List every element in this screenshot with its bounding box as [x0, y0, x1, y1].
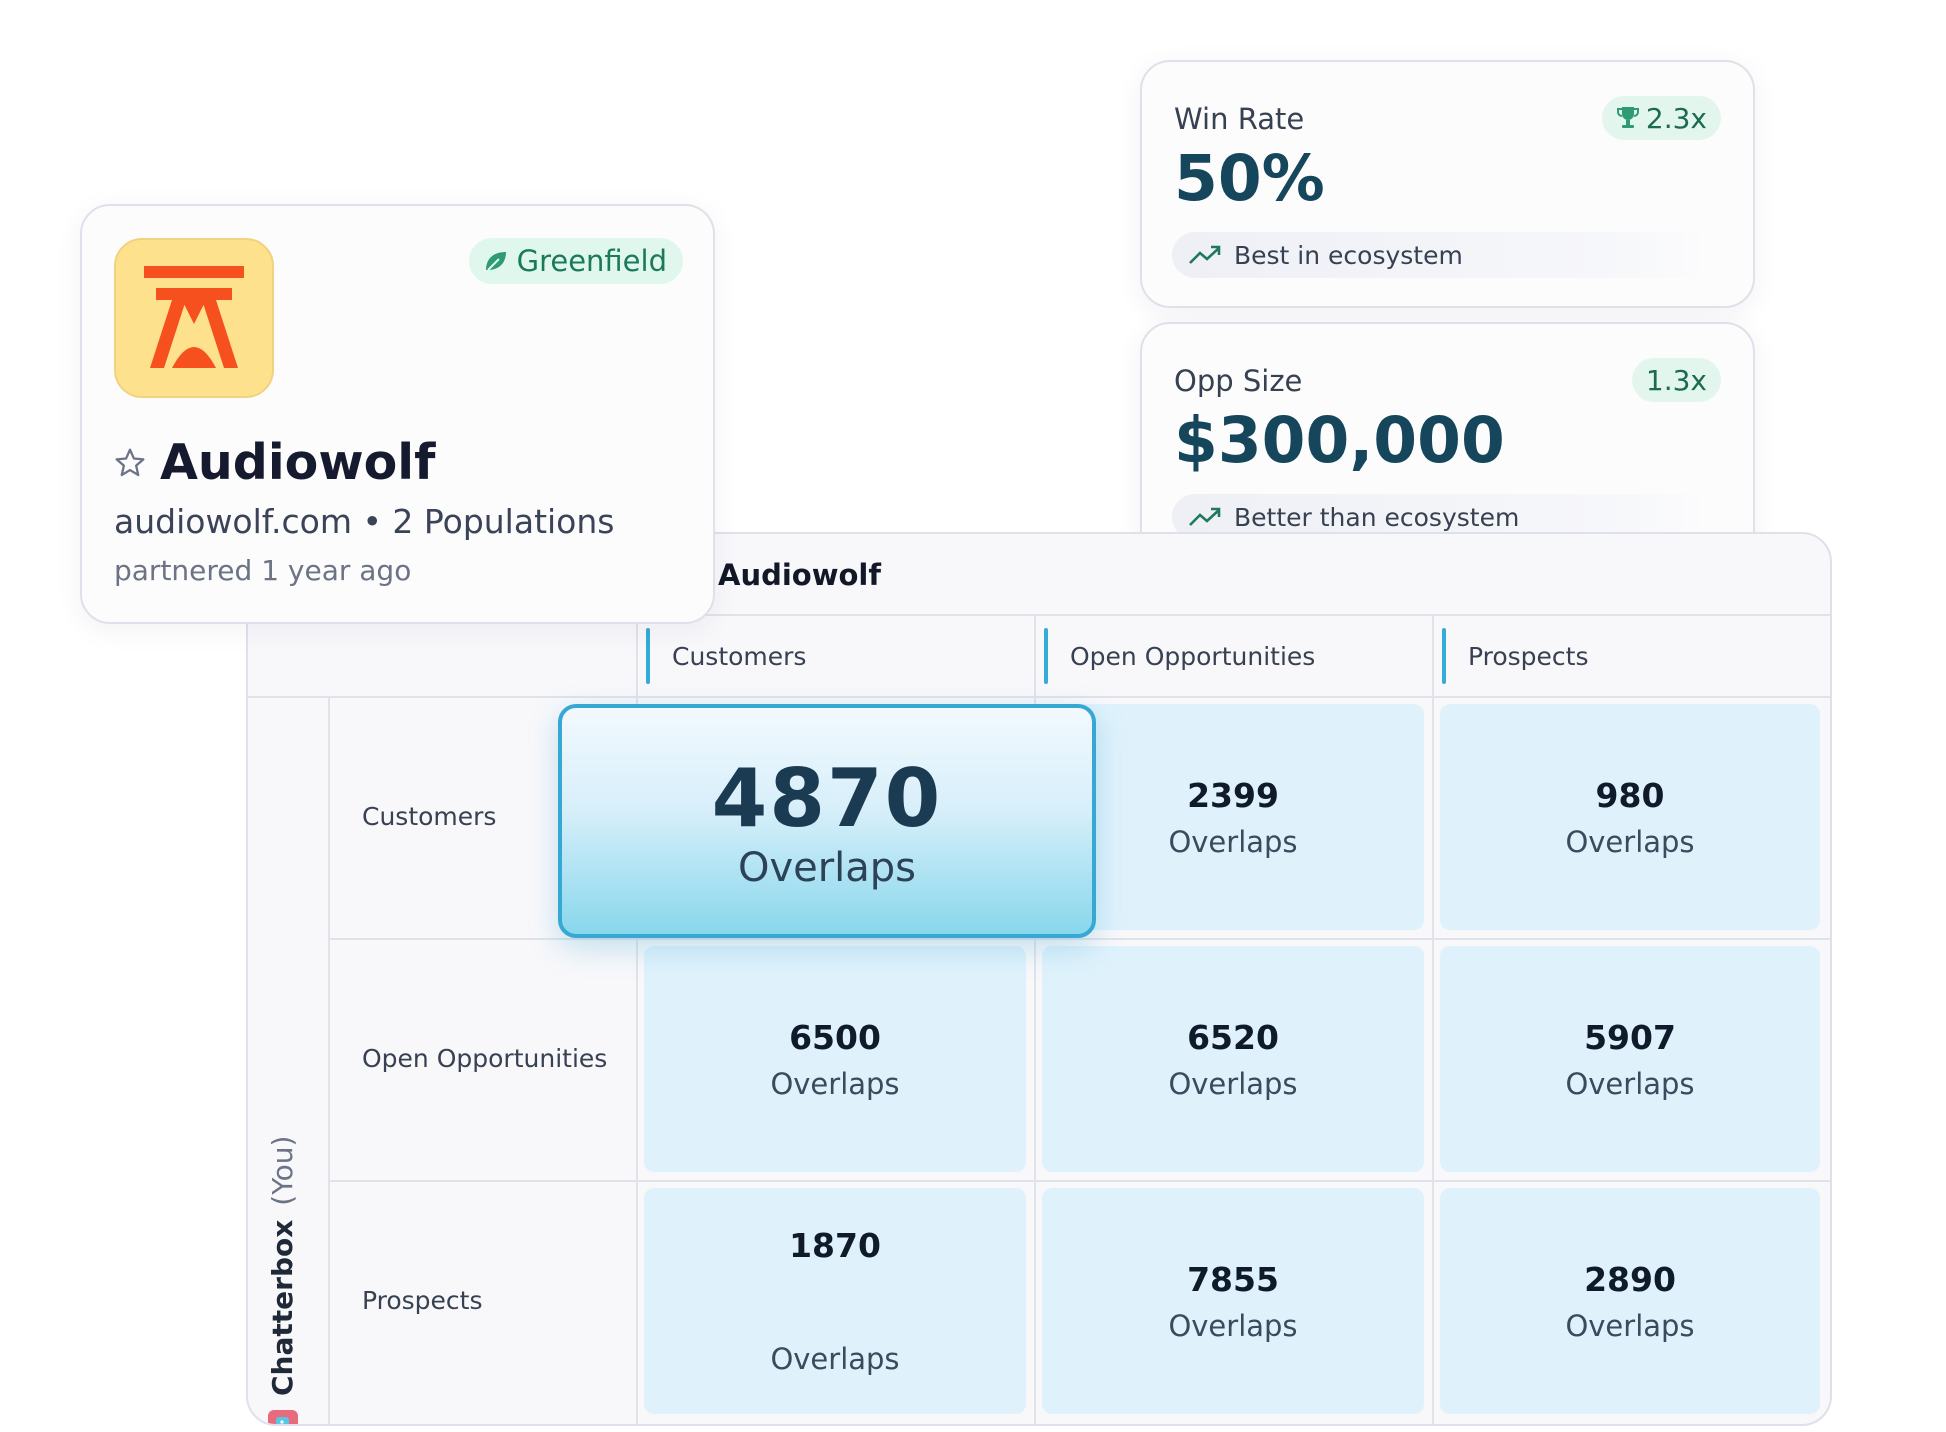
- company-title-row: Audiowolf: [114, 434, 435, 491]
- trend-up-icon: [1189, 507, 1221, 526]
- partner-company-card[interactable]: Greenfield Audiowolf audiowolf.com • 2 P…: [80, 204, 715, 624]
- overlap-matrix: Audiowolf Customers Open Opportunities P…: [246, 532, 1832, 1426]
- metric-value: $300,000: [1174, 404, 1505, 477]
- win-rate-card: Win Rate 2.3x 50% Best in ecosystem: [1140, 60, 1755, 308]
- column-header-prospects[interactable]: Prospects: [1442, 628, 1589, 684]
- overlap-cell-prospects-open-opportunities[interactable]: 7855 Overlaps: [1042, 1188, 1424, 1414]
- row-header-prospects: Prospects: [362, 1286, 483, 1315]
- metric-value: 50%: [1174, 142, 1325, 215]
- overlap-cell-customers-customers[interactable]: 4870 Overlaps: [558, 704, 1096, 938]
- overlap-cell-open-opportunities-prospects[interactable]: 5907 Overlaps: [1440, 946, 1820, 1172]
- tag-label: Greenfield: [516, 244, 667, 278]
- your-company-name: Chatterbox: [266, 1219, 299, 1396]
- overlap-cell-customers-open-opportunities[interactable]: 2399 Overlaps: [1042, 704, 1424, 930]
- star-icon[interactable]: [114, 447, 146, 479]
- you-tag: (You): [266, 1135, 299, 1206]
- badge-value: 2.3x: [1645, 101, 1707, 135]
- column-header-customers[interactable]: Customers: [646, 628, 806, 684]
- partner-title: Audiowolf: [718, 558, 881, 592]
- overlap-cell-customers-prospects[interactable]: 980 Overlaps: [1440, 704, 1820, 930]
- overlap-cell-open-opportunities-open-opportunities[interactable]: 6520 Overlaps: [1042, 946, 1424, 1172]
- metric-label: Opp Size: [1174, 364, 1303, 398]
- trend-up-icon: [1189, 245, 1221, 264]
- company-name: Audiowolf: [160, 434, 436, 491]
- trophy-icon: [1616, 107, 1639, 128]
- metric-note-text: Best in ecosystem: [1234, 240, 1463, 270]
- row-header-open-opportunities: Open Opportunities: [362, 1044, 608, 1073]
- metric-note: Best in ecosystem: [1172, 232, 1713, 278]
- audiowolf-logo-icon: [144, 266, 244, 368]
- metric-badge: 2.3x: [1601, 96, 1721, 140]
- chatterbox-logo-icon: [267, 1410, 298, 1424]
- leaf-icon: [485, 252, 506, 271]
- row-header-customers: Customers: [362, 802, 497, 831]
- your-company-label: Chatterbox (You): [266, 1135, 299, 1424]
- column-header-open-opportunities[interactable]: Open Opportunities: [1044, 628, 1315, 684]
- metric-label: Win Rate: [1174, 102, 1305, 136]
- overlap-cell-open-opportunities-customers[interactable]: 6500 Overlaps: [644, 946, 1026, 1172]
- metric-note-text: Better than ecosystem: [1234, 502, 1520, 532]
- metric-badge: 1.3x: [1631, 358, 1721, 402]
- opp-size-card: Opp Size 1.3x $300,000 Better than ecosy…: [1140, 322, 1755, 570]
- greenfield-tag: Greenfield: [468, 238, 683, 284]
- partnership-meta: partnered 1 year ago: [114, 554, 412, 587]
- overlap-cell-prospects-prospects[interactable]: 2890 Overlaps: [1440, 1188, 1820, 1414]
- audiowolf-logo: [114, 238, 274, 398]
- company-subtitle: audiowolf.com • 2 Populations: [114, 502, 615, 541]
- overlap-cell-prospects-customers[interactable]: 1870 Overlaps: [644, 1188, 1026, 1414]
- badge-value: 1.3x: [1645, 363, 1707, 397]
